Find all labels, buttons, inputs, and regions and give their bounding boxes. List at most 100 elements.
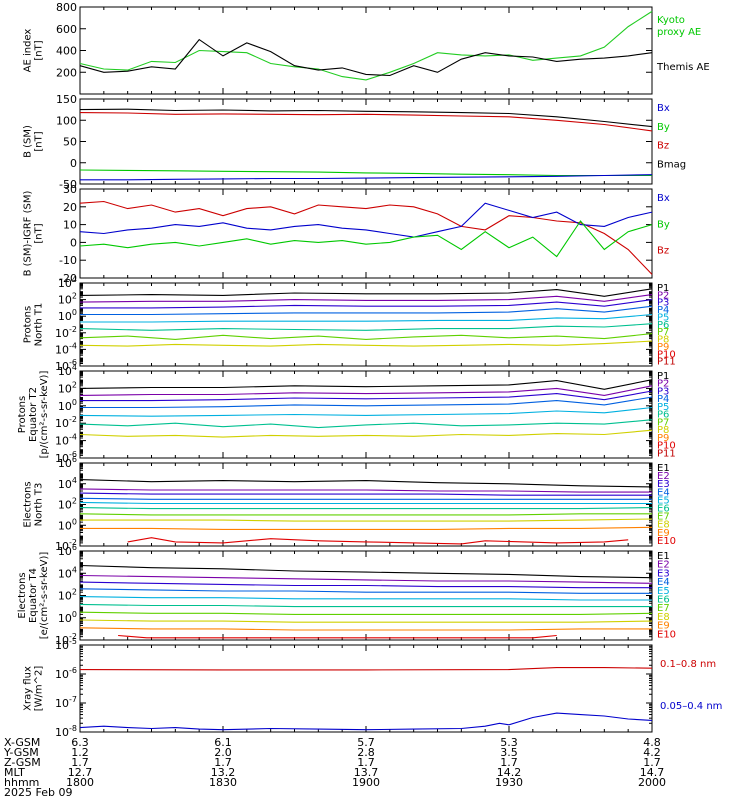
series-p2 — [79, 385, 653, 396]
legend-entry: E5 — [657, 586, 670, 597]
legend-entry: P7 — [657, 327, 669, 338]
y-tick-label: 100 — [58, 610, 77, 625]
legend-entry: 0.1–0.8 nm — [660, 659, 716, 670]
footer-value: 1930 — [495, 776, 523, 789]
legend-entry: P1 — [657, 371, 669, 382]
y-tick-label: 102 — [58, 380, 77, 395]
y-tick-label: 10 — [63, 219, 77, 232]
series-0-05-0-4-nm — [79, 712, 653, 731]
legend-entry: E10 — [657, 629, 676, 640]
legend-entry: E1 — [657, 551, 670, 562]
legend-entry: P11 — [657, 357, 676, 368]
footer-value: 2.0 — [214, 746, 232, 759]
series-e5 — [79, 596, 652, 601]
panel-ee: 10-2 100 102 104 106 Electrons Equator T4 [e/(c… — [17, 543, 676, 647]
panel-pe: 10-6 10-4 10-2 100 102 104 Protons Equator T2 [p… — [17, 363, 676, 465]
legend-entry: P7 — [657, 417, 669, 428]
legend-entry: Bmag — [657, 159, 686, 170]
y-tick-label: 104 — [58, 363, 77, 378]
y-axis-label-line: Electrons — [23, 481, 34, 527]
panel-xray: 10-8 10-7 10-6 10-5 Xray flux [W/m^2] 0.1–0.8 … — [23, 637, 723, 739]
y-tick-label: 10-2 — [55, 415, 77, 430]
series-e5 — [79, 501, 652, 505]
y-tick-label: 100 — [58, 308, 77, 323]
legend-entry: E8 — [657, 520, 670, 531]
y-axis-label: B (SM) [nT] — [23, 125, 45, 158]
footer-value: 6.3 — [71, 736, 89, 749]
series-e9 — [79, 627, 652, 631]
footer-value: 4.2 — [643, 746, 661, 759]
series-by — [79, 169, 652, 177]
footer-value: 1.7 — [357, 756, 375, 769]
y-tick-label: 104 — [58, 565, 77, 580]
legend-entry: P8 — [657, 335, 669, 346]
y-tick-label: 104 — [58, 476, 77, 491]
y-axis-label: B (SM)-IGRF (SM) [nT] — [23, 191, 45, 277]
y-tick-label: 104 — [58, 275, 77, 290]
legend-entry: E5 — [657, 495, 670, 506]
y-tick-label: 30 — [63, 183, 77, 196]
y-tick-label: 600 — [56, 23, 77, 36]
series-bx — [79, 202, 653, 238]
y-tick-label: 20 — [63, 201, 77, 214]
legend-entry: E2 — [657, 471, 670, 482]
legend-entry: E7 — [657, 512, 670, 523]
footer-value: 14.7 — [640, 766, 665, 779]
series-e7 — [79, 513, 652, 516]
footer-value: 1800 — [66, 776, 94, 789]
y-axis-label-line: Protons — [23, 306, 34, 343]
series-e10 — [127, 537, 629, 545]
legend-entry: P9 — [657, 433, 669, 444]
y-tick-label: 150 — [56, 93, 77, 106]
y-axis-label-line: [e/(cm²-s-sr-keV)] — [39, 552, 50, 640]
legend-entry: P1 — [657, 283, 669, 294]
legend-entry: By — [657, 219, 670, 230]
series-e4 — [79, 588, 652, 594]
legend-entry: P5 — [657, 312, 669, 323]
y-tick-label: 10-6 — [55, 666, 77, 681]
series-p7 — [79, 333, 653, 340]
series-e1 — [79, 564, 653, 579]
legend-entry: E3 — [657, 568, 670, 579]
footer-date: 2025 Feb 09 — [4, 786, 72, 799]
series-p1 — [79, 288, 653, 297]
legend-entry: proxy AE — [657, 27, 701, 38]
legend-entry: E10 — [657, 536, 676, 547]
y-axis-label-line: Equator T2 — [28, 387, 39, 442]
y-axis-label: Protons North T1 — [23, 303, 45, 347]
y-tick-label: 10-8 — [55, 724, 77, 739]
footer-value: 6.1 — [214, 736, 232, 749]
y-tick-label: 102 — [58, 292, 77, 307]
y-tick-label: 0 — [70, 157, 77, 170]
y-axis-label: Xray flux [W/m^2] — [23, 666, 45, 712]
legend-entry: Bx — [657, 193, 670, 204]
y-tick-label: 0 — [70, 236, 77, 249]
y-tick-label: 10-6 — [55, 450, 77, 465]
y-axis-label-line: Equator T4 — [28, 568, 39, 623]
y-tick-label: 10-5 — [55, 637, 77, 652]
series-p1 — [79, 379, 653, 390]
panel-bsm: -50 0 50 100 150 B (SM) [nT] Bx By Bz Bmag — [23, 93, 687, 191]
series-p6 — [79, 419, 653, 429]
legend-entry: E9 — [657, 621, 670, 632]
series-p5 — [79, 406, 653, 417]
series-e9 — [80, 526, 653, 530]
series-p2 — [79, 294, 653, 303]
footer-row-label: hhmm — [4, 776, 39, 789]
series-bz — [79, 200, 653, 275]
y-axis-label-line: [nT] — [34, 223, 45, 243]
series-0-1-0-8-nm — [79, 667, 653, 671]
series-kyoto-proxy-ae — [79, 10, 653, 81]
legend-entry: P6 — [657, 410, 669, 421]
footer-value: 2000 — [638, 776, 666, 789]
footer-value: 5.3 — [500, 736, 518, 749]
footer-value: 1900 — [352, 776, 380, 789]
series-e2 — [79, 574, 653, 584]
legend-entry: P2 — [657, 290, 669, 301]
panel-frame — [79, 550, 653, 641]
legend-entry: P4 — [657, 394, 669, 405]
y-axis-label-line: [nT] — [34, 131, 45, 151]
